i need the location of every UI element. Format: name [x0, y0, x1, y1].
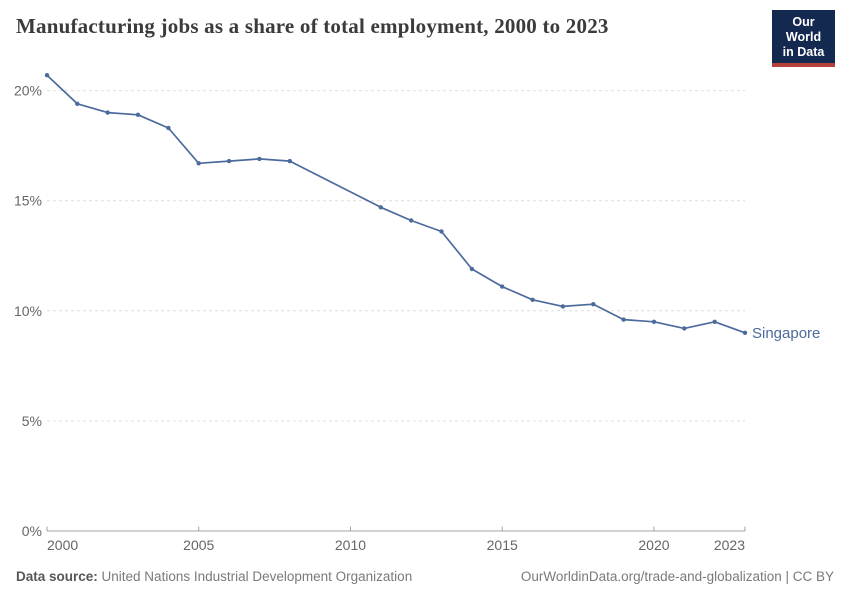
- data-point-2005: [196, 161, 201, 166]
- credit-link[interactable]: OurWorldinData.org/trade-and-globalizati…: [520, 569, 834, 584]
- y-axis-tick-label: 20%: [14, 83, 42, 99]
- data-source-text: United Nations Industrial Development Or…: [97, 569, 413, 584]
- data-point-2021: [682, 326, 687, 331]
- data-source-label: Data source:: [16, 569, 98, 584]
- data-point-2016: [530, 297, 535, 302]
- data-point-2011: [378, 205, 383, 210]
- data-point-2001: [75, 101, 80, 107]
- y-axis-tick-label: 5%: [22, 413, 42, 429]
- data-point-2014: [469, 266, 475, 272]
- data-point-2017: [560, 304, 566, 309]
- series-end-label[interactable]: Singapore: [752, 325, 820, 342]
- data-point-2004: [166, 125, 171, 131]
- data-point-2008: [287, 158, 292, 164]
- x-axis-tick-label: 2005: [183, 537, 214, 553]
- singapore-line: [46, 74, 746, 334]
- x-axis-tick-label: 2020: [638, 537, 669, 553]
- data-point-2007: [257, 156, 262, 162]
- data-point-2019: [621, 317, 626, 322]
- data-point-2012: [409, 218, 414, 223]
- owid-logo-line2: in Data: [782, 44, 825, 59]
- data-point-2018: [591, 302, 596, 307]
- x-axis-tick-label: 2000: [47, 537, 78, 553]
- x-axis-tick-label: 2023: [714, 537, 745, 553]
- data-point-2002: [105, 110, 110, 115]
- data-point-2023: [742, 330, 748, 335]
- owid-logo[interactable]: Our World in Data: [772, 10, 835, 68]
- page-title: Manufacturing jobs as a share of total e…: [16, 14, 609, 38]
- x-axis-tick-label: 2010: [335, 537, 366, 553]
- data-point-2022: [712, 319, 717, 324]
- y-axis-tick-label: 15%: [14, 193, 42, 209]
- data-point-2015: [500, 284, 505, 289]
- data-source-note: Data source: United Nations Industrial D…: [16, 569, 412, 584]
- data-point-2006: [226, 158, 232, 164]
- x-axis-tick-label: 2015: [487, 537, 518, 553]
- y-axis-tick-label: 0%: [22, 523, 42, 539]
- data-point-2013: [439, 229, 444, 234]
- data-point-2003: [135, 112, 141, 118]
- data-point-2020: [651, 319, 657, 324]
- owid-logo-line1: Our World: [785, 15, 822, 44]
- y-axis-tick-label: 10%: [14, 303, 42, 319]
- data-point-2000: [44, 73, 50, 78]
